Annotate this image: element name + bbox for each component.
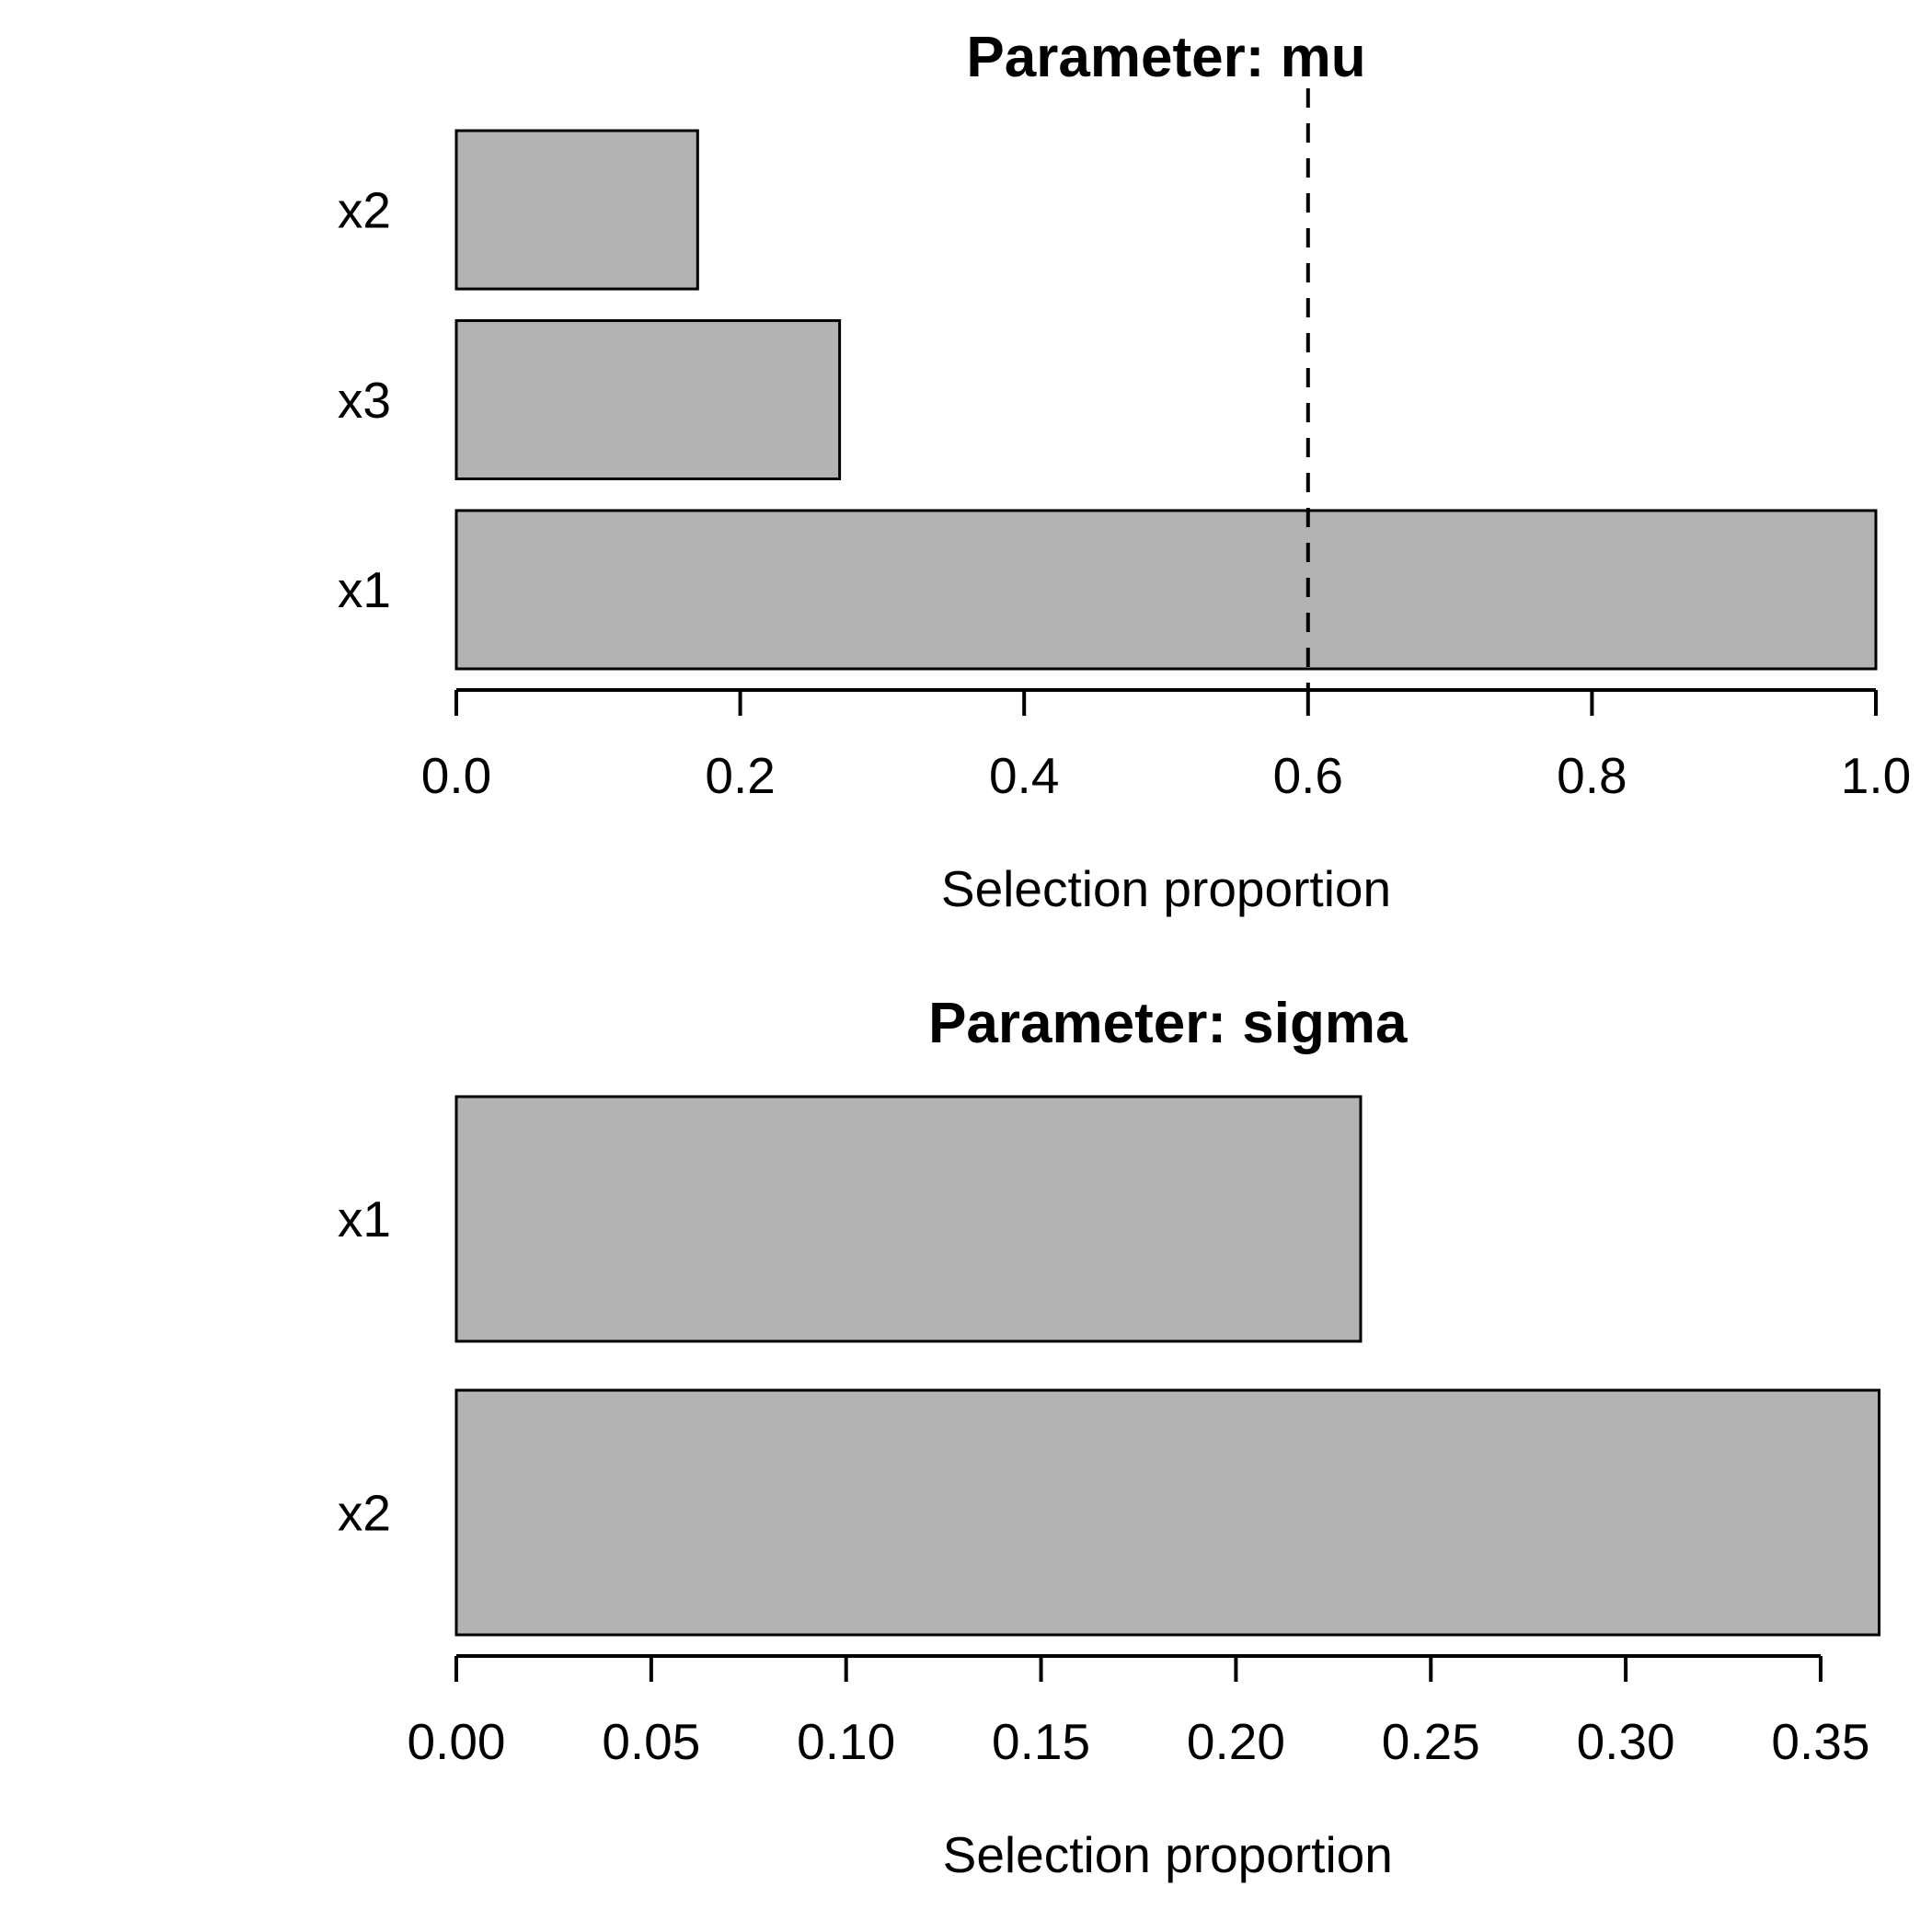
bar-x3 — [454, 318, 842, 481]
x-tick-label: 0.20 — [1187, 1713, 1285, 1770]
x-tick-label: 0.25 — [1382, 1713, 1480, 1770]
x-tick-label: 0.0 — [421, 747, 491, 804]
chart-title: Parameter: mu — [966, 26, 1365, 89]
bar-x1 — [454, 1095, 1363, 1343]
x-tick-label: 0.4 — [989, 747, 1059, 804]
bar-x1 — [454, 509, 1878, 671]
x-tick-label: 0.00 — [407, 1713, 505, 1770]
category-label-x3: x3 — [338, 372, 391, 429]
x-tick-label: 1.0 — [1841, 747, 1911, 804]
x-axis-title: Selection proportion — [943, 1826, 1393, 1883]
x-tick-label: 0.6 — [1273, 747, 1343, 804]
category-label-x1: x1 — [338, 1190, 391, 1248]
x-tick-label: 0.8 — [1557, 747, 1627, 804]
x-tick-label: 0.10 — [797, 1713, 895, 1770]
category-label-x2: x2 — [338, 181, 391, 238]
category-label-x1: x1 — [338, 561, 391, 618]
x-tick-label: 0.35 — [1771, 1713, 1869, 1770]
x-tick-label: 0.15 — [992, 1713, 1090, 1770]
category-label-x2: x2 — [338, 1484, 391, 1541]
x-axis-title: Selection proportion — [941, 860, 1391, 917]
x-tick-label: 0.05 — [602, 1713, 700, 1770]
x-tick-label: 0.30 — [1577, 1713, 1675, 1770]
chart-title: Parameter: sigma — [928, 992, 1408, 1055]
bar-x2 — [454, 1388, 1881, 1637]
bar-x2 — [454, 129, 699, 291]
x-tick-label: 0.2 — [705, 747, 775, 804]
